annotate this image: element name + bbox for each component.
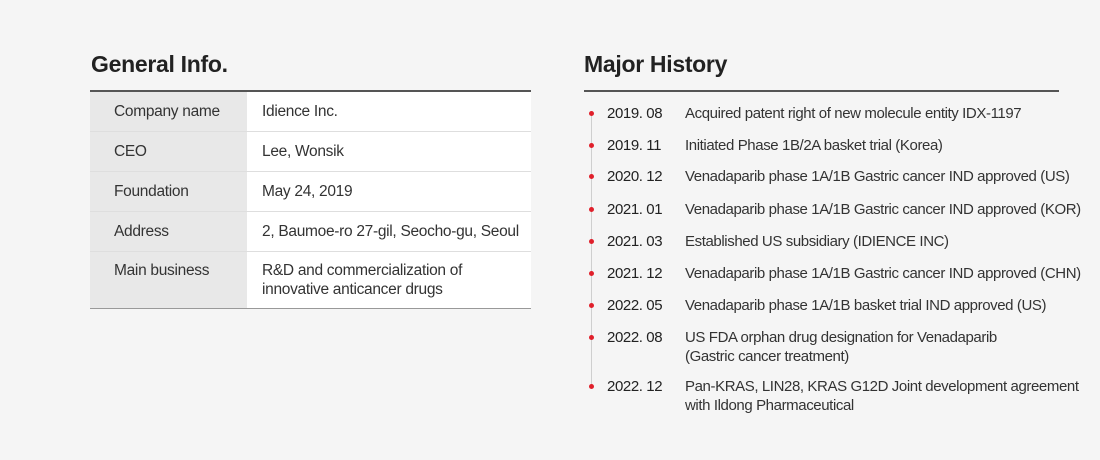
info-row-address: Address 2, Baumoe-ro 27-gil, Seocho-gu, … bbox=[90, 212, 531, 252]
info-row-company-name: Company name Idience Inc. bbox=[90, 92, 531, 132]
history-text: Established US subsidiary (IDIENCE INC) bbox=[685, 233, 949, 250]
history-text: Initiated Phase 1B/2A basket trial (Kore… bbox=[685, 137, 943, 154]
history-text: Pan-KRAS, LIN28, KRAS G12D Joint develop… bbox=[685, 378, 1079, 414]
info-row-main-business: Main business R&D and commercialization … bbox=[90, 252, 531, 308]
history-text: Venadaparib phase 1A/1B basket trial IND… bbox=[685, 297, 1047, 314]
history-date: 2021. 12 bbox=[607, 265, 663, 282]
timeline-dot-icon bbox=[589, 239, 594, 244]
timeline-dot-icon bbox=[589, 271, 594, 276]
history-text: Acquired patent right of new molecule en… bbox=[685, 105, 1022, 122]
timeline-dot-icon bbox=[589, 143, 594, 148]
history-text: Venadaparib phase 1A/1B Gastric cancer I… bbox=[685, 201, 1081, 218]
history-text: Venadaparib phase 1A/1B Gastric cancer I… bbox=[685, 168, 1070, 185]
info-value: Idience Inc. bbox=[247, 92, 531, 131]
history-date: 2019. 11 bbox=[607, 137, 662, 154]
info-row-foundation: Foundation May 24, 2019 bbox=[90, 172, 531, 212]
timeline-dot-icon bbox=[589, 384, 594, 389]
history-date: 2022. 12 bbox=[607, 378, 663, 395]
history-text: US FDA orphan drug designation for Venad… bbox=[685, 329, 997, 365]
history-date: 2022. 08 bbox=[607, 329, 663, 346]
history-date: 2020. 12 bbox=[607, 168, 663, 185]
history-date: 2021. 01 bbox=[607, 201, 663, 218]
info-row-ceo: CEO Lee, Wonsik bbox=[90, 132, 531, 172]
timeline-dot-icon bbox=[589, 207, 594, 212]
info-value: 2, Baumoe-ro 27-gil, Seocho-gu, Seoul bbox=[247, 212, 531, 251]
history-date: 2021. 03 bbox=[607, 233, 663, 250]
info-value: Lee, Wonsik bbox=[247, 132, 531, 171]
info-value: R&D and commercialization of innovative … bbox=[247, 252, 531, 308]
major-history-title: Major History bbox=[584, 51, 728, 77]
timeline-line bbox=[591, 113, 592, 388]
info-label: Main business bbox=[90, 252, 247, 308]
info-label: Company name bbox=[90, 92, 247, 131]
timeline-dot-icon bbox=[589, 174, 594, 179]
history-date: 2022. 05 bbox=[607, 297, 663, 314]
info-label: Address bbox=[90, 212, 247, 251]
timeline-dot-icon bbox=[589, 335, 594, 340]
timeline-dot-icon bbox=[589, 111, 594, 116]
timeline-dot-icon bbox=[589, 303, 594, 308]
general-info-title: General Info. bbox=[91, 51, 228, 77]
history-divider bbox=[584, 90, 1059, 92]
history-text: Venadaparib phase 1A/1B Gastric cancer I… bbox=[685, 265, 1081, 282]
info-value: May 24, 2019 bbox=[247, 172, 531, 211]
info-label: CEO bbox=[90, 132, 247, 171]
history-date: 2019. 08 bbox=[607, 105, 663, 122]
general-info-table: Company name Idience Inc. CEO Lee, Wonsi… bbox=[90, 90, 531, 309]
info-label: Foundation bbox=[90, 172, 247, 211]
